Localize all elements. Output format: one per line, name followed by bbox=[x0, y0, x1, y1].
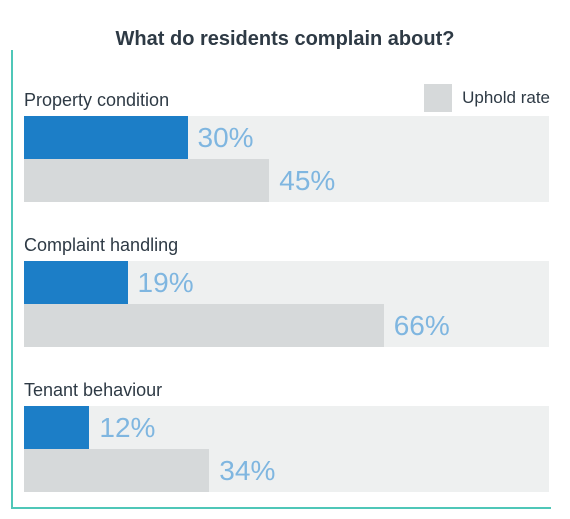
bar-uphold-rate-tenant-behaviour bbox=[24, 449, 210, 492]
bar-uphold-rate-complaint-handling bbox=[24, 304, 384, 347]
value-label-uphold-rate-property-condition: 45% bbox=[279, 165, 336, 196]
value-label-uphold-rate-tenant-behaviour: 34% bbox=[219, 455, 276, 486]
chart-title: What do residents complain about? bbox=[115, 28, 455, 50]
bar-primary-tenant-behaviour bbox=[24, 406, 90, 449]
value-label-uphold-rate-complaint-handling: 66% bbox=[393, 310, 450, 341]
chart-frame bbox=[11, 50, 551, 509]
bar-uphold-rate-property-condition bbox=[24, 159, 270, 202]
value-label-primary-tenant-behaviour: 12% bbox=[99, 412, 156, 443]
legend-label-uphold-rate: Uphold rate bbox=[462, 88, 550, 107]
value-label-primary-property-condition: 30% bbox=[197, 122, 254, 153]
bar-primary-complaint-handling bbox=[24, 261, 128, 304]
legend: Uphold rate bbox=[424, 84, 550, 112]
category-label-complaint-handling: Complaint handling bbox=[24, 235, 179, 255]
legend-swatch-uphold-rate bbox=[424, 84, 453, 112]
value-label-primary-complaint-handling: 19% bbox=[137, 267, 194, 298]
category-label-tenant-behaviour: Tenant behaviour bbox=[24, 380, 163, 400]
category-label-property-condition: Property condition bbox=[24, 90, 170, 110]
bar-primary-property-condition bbox=[24, 116, 188, 159]
